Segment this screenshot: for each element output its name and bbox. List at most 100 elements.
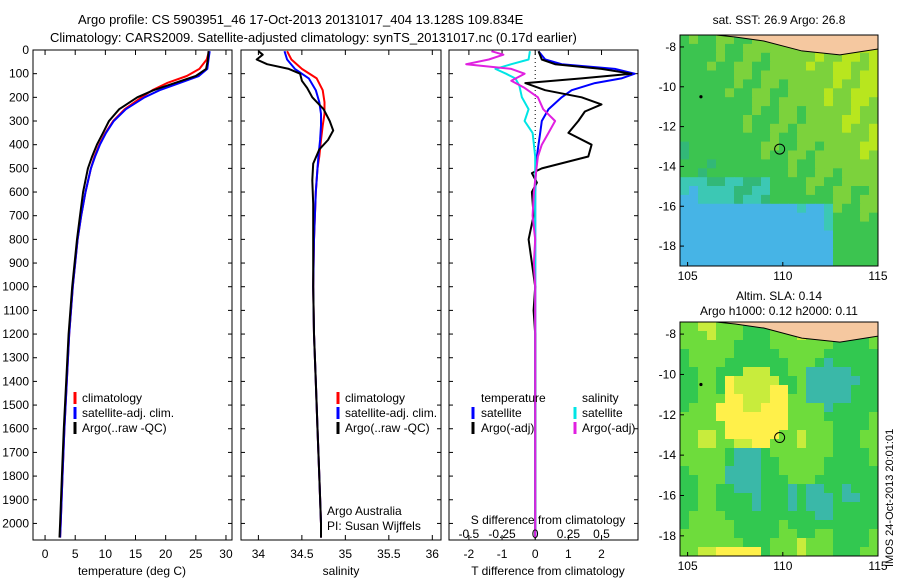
map-cell	[716, 322, 726, 332]
map-cell	[752, 421, 762, 431]
map-cell	[860, 239, 870, 249]
map-cell	[842, 150, 852, 160]
map-cell	[743, 349, 753, 359]
map-cell	[698, 141, 708, 152]
map-cell	[833, 159, 843, 169]
map-cell	[815, 230, 825, 240]
map-cell	[869, 394, 878, 404]
series-group	[58, 50, 211, 538]
map-cell	[680, 331, 690, 341]
map-cell	[851, 97, 861, 107]
map-cell	[797, 547, 807, 556]
map-cell	[716, 367, 726, 377]
map-cell	[815, 203, 825, 214]
map-cell	[815, 97, 825, 107]
map-cell	[716, 177, 726, 187]
map-cell	[869, 430, 878, 440]
map-cell	[860, 212, 870, 223]
map-cell	[806, 61, 816, 72]
map-cell	[788, 430, 798, 440]
map-cell	[851, 141, 861, 152]
map-cell	[761, 221, 771, 232]
map-cell	[788, 106, 798, 116]
map-cell	[842, 520, 852, 530]
map-cell	[770, 61, 780, 72]
map-cell	[725, 230, 735, 240]
map-cell	[725, 221, 735, 232]
map-cell	[707, 502, 717, 512]
s-tick-label: -0.25	[488, 527, 516, 541]
map-cell	[788, 421, 798, 431]
map-cell	[716, 403, 726, 413]
s-tick-label: 0	[532, 527, 539, 541]
map-cell	[770, 52, 780, 63]
map-cell	[851, 358, 861, 368]
map-cell	[797, 493, 807, 503]
map-cell	[707, 340, 717, 350]
map-cell	[716, 547, 726, 556]
map-cell	[698, 150, 708, 160]
map-cell	[851, 115, 861, 125]
map-cell	[851, 367, 861, 377]
map-cell	[842, 403, 852, 413]
map-cell	[860, 61, 870, 72]
map-cell	[797, 520, 807, 530]
map-cell	[707, 358, 717, 368]
map-cell	[734, 168, 744, 178]
map-cell	[806, 484, 816, 494]
legend-title-salinity: salinity	[582, 391, 619, 405]
map-cell	[725, 177, 735, 187]
map-cell	[743, 239, 753, 249]
map-cell	[806, 212, 816, 223]
map-cell	[851, 203, 861, 214]
depth-tick-label: 1300	[2, 351, 29, 365]
map-cell	[689, 331, 699, 341]
map-cell	[815, 529, 825, 539]
map-cell	[860, 248, 870, 258]
map-y-tick-label: -8	[665, 327, 676, 341]
map-cell	[716, 212, 726, 223]
map-cell	[833, 230, 843, 240]
depth-tick-label: 1200	[2, 327, 29, 341]
map-cell	[707, 239, 717, 249]
map-cell	[743, 322, 753, 332]
map-cell	[842, 385, 852, 395]
map-cell	[815, 239, 825, 249]
map-cell	[860, 230, 870, 240]
legend-label-argo: Argo(..raw -QC)	[345, 421, 430, 435]
map-cell	[734, 457, 744, 467]
map-cell	[680, 448, 690, 458]
map-cell	[698, 547, 708, 556]
map-cell	[743, 150, 753, 160]
map-cell	[851, 430, 861, 440]
map-field	[680, 322, 878, 556]
map-cell	[779, 88, 789, 98]
map-cell	[851, 466, 861, 476]
map-cell	[788, 141, 798, 152]
map-cell	[725, 466, 735, 476]
map-cell	[869, 150, 878, 160]
map-cell	[797, 466, 807, 476]
map-cell	[698, 61, 708, 72]
series-group	[465, 50, 636, 540]
map-cell	[743, 340, 753, 350]
map-cell	[833, 212, 843, 223]
map-cell	[815, 106, 825, 116]
map-cell	[806, 150, 816, 160]
map-cell	[842, 52, 852, 63]
map-cell	[770, 403, 780, 413]
map-cell	[680, 466, 690, 476]
map-cell	[725, 376, 735, 386]
map-cell	[797, 475, 807, 485]
map-cell	[779, 340, 789, 350]
map-y-tick-label: -10	[659, 80, 677, 94]
map-cell	[743, 132, 753, 143]
map-cell	[743, 412, 753, 422]
map-cell	[869, 106, 878, 116]
map-cell	[707, 484, 717, 494]
map-cell	[788, 177, 798, 187]
map-cell	[743, 385, 753, 395]
map-cell	[860, 376, 870, 386]
map-cell	[734, 367, 744, 377]
map-cell	[716, 520, 726, 530]
